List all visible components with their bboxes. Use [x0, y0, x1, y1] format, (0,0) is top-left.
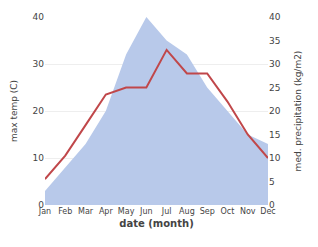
svg-text:Aug: Aug	[179, 207, 195, 216]
svg-text:20: 20	[269, 106, 281, 116]
svg-text:Feb: Feb	[58, 207, 72, 216]
svg-text:10: 10	[33, 153, 45, 163]
svg-text:10: 10	[269, 153, 281, 163]
svg-text:Apr: Apr	[99, 207, 114, 216]
svg-text:35: 35	[269, 36, 280, 46]
svg-text:40: 40	[269, 12, 281, 22]
svg-text:Jul: Jul	[161, 207, 172, 216]
svg-text:Oct: Oct	[221, 207, 235, 216]
svg-text:med. precipitation (kg/m2): med. precipitation (kg/m2)	[293, 51, 303, 172]
svg-text:May: May	[118, 207, 135, 216]
svg-text:Jun: Jun	[139, 207, 153, 216]
svg-text:date (month): date (month)	[119, 218, 193, 229]
svg-text:15: 15	[269, 130, 280, 140]
svg-text:max temp (C): max temp (C)	[9, 80, 19, 142]
svg-text:Dec: Dec	[260, 207, 275, 216]
svg-text:25: 25	[269, 83, 280, 93]
svg-text:30: 30	[269, 59, 281, 69]
svg-text:Jan: Jan	[38, 207, 51, 216]
svg-text:Nov: Nov	[240, 207, 256, 216]
svg-text:40: 40	[33, 12, 45, 22]
svg-text:5: 5	[269, 177, 275, 187]
svg-text:0: 0	[269, 200, 275, 210]
svg-text:Sep: Sep	[200, 207, 215, 216]
svg-text:Mar: Mar	[78, 207, 94, 216]
svg-text:0: 0	[38, 200, 44, 210]
svg-text:30: 30	[33, 59, 45, 69]
svg-text:20: 20	[33, 106, 45, 116]
